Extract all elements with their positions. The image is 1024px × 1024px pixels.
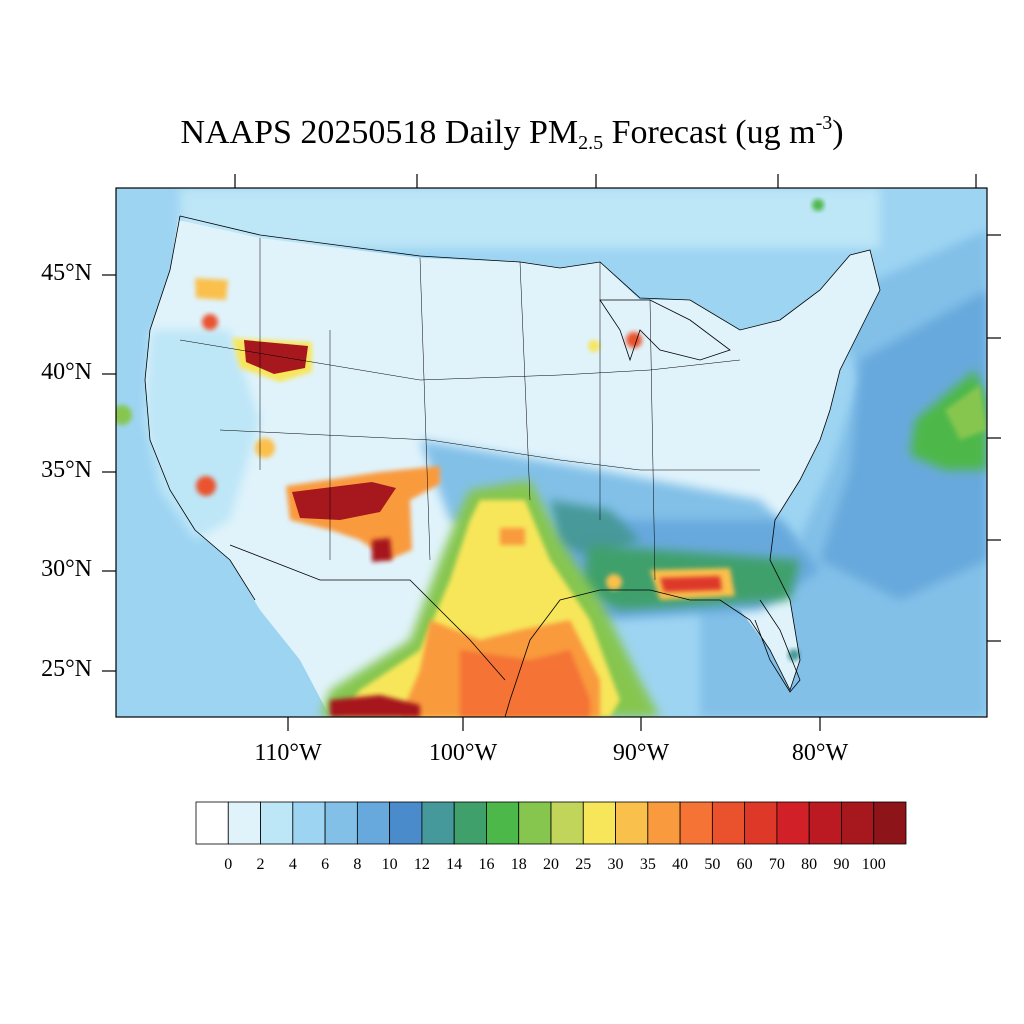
- ontario-spot: [812, 199, 824, 211]
- us-canada-border: [179, 215, 851, 331]
- colorbar-swatch: [711, 801, 746, 845]
- texas-plume-red: [460, 650, 590, 717]
- florida-peninsula: [754, 599, 801, 693]
- colorbar-swatch: [421, 801, 455, 845]
- colorbar-swatch: [453, 801, 487, 845]
- colorbar-swatch: [227, 801, 261, 845]
- utah-spot: [255, 438, 275, 458]
- lat-label-40: 40°N: [41, 359, 92, 385]
- state-lines-3: [259, 238, 656, 581]
- colorbar-label: 60: [736, 856, 753, 873]
- title-middle: Forecast (ug m: [603, 114, 816, 151]
- mexico-dust-core: [330, 695, 420, 717]
- oklahoma-spot: [500, 528, 525, 545]
- pacific-coast-spot: [116, 405, 132, 425]
- lon-label-90: 90°W: [612, 740, 670, 766]
- colorbar-swatch: [679, 801, 713, 845]
- michigan-smoke: [626, 332, 642, 348]
- colorbar-swatch: [615, 801, 649, 845]
- lat-label-25: 25°N: [41, 656, 92, 682]
- colorbar-label: 25: [575, 856, 592, 873]
- colorbar-label: 0: [224, 856, 233, 873]
- nevada-spot: [196, 476, 216, 496]
- colorbar-swatch: [841, 801, 875, 845]
- lon-label-100: 100°W: [428, 740, 498, 766]
- az-nm-smoke-core: [292, 482, 396, 520]
- atlantic-plume-core: [945, 385, 987, 440]
- colorbar-swatch: [195, 801, 229, 845]
- colorbar-label: 70: [768, 856, 785, 873]
- great-lakes: [599, 299, 731, 362]
- lat-label-30: 30°N: [41, 556, 92, 582]
- colorbar-label: 8: [353, 856, 362, 873]
- colorbar-swatch: [260, 801, 294, 845]
- title-superscript: -3: [815, 112, 833, 134]
- colorbar-swatch: [356, 801, 391, 845]
- colorbar-label: 100: [861, 856, 886, 873]
- colorbar-label: 16: [478, 856, 495, 873]
- lon-label-110: 110°W: [254, 740, 322, 766]
- oregon-spot-2: [202, 314, 218, 330]
- colorbar-swatch: [292, 801, 326, 845]
- canada-region: [180, 188, 880, 248]
- oregon-spots: [195, 278, 228, 300]
- title-prefix: NAAPS 20250518 Daily PM: [180, 114, 579, 151]
- colorbar-label: 6: [321, 856, 330, 873]
- west-haze: [145, 330, 260, 540]
- title-subscript: 2.5: [578, 132, 604, 154]
- colorbar-swatch: [324, 801, 358, 845]
- gulf-coast-smoke-core: [660, 576, 722, 592]
- colorbar-swatch: [647, 801, 681, 845]
- colorbar-label: 40: [672, 856, 689, 873]
- state-lines-2: [219, 429, 760, 471]
- colorbar-swatch: [744, 801, 778, 845]
- lat-label-35: 35°N: [41, 457, 92, 483]
- us-mexico-border: [229, 544, 506, 681]
- colorbar-label: 18: [510, 856, 527, 873]
- boundary-lines: [144, 215, 881, 717]
- map-frame: [115, 187, 988, 718]
- colorbar-swatch: [486, 801, 520, 845]
- lat-label-45: 45°N: [41, 260, 92, 286]
- colorbar-label: 14: [446, 856, 463, 873]
- colorbar-swatch: [518, 801, 552, 845]
- colorbar-label: 4: [288, 856, 297, 873]
- west-coastline: [144, 215, 256, 601]
- colorbar-swatch: [550, 801, 584, 845]
- colorbar-label: 2: [256, 856, 265, 873]
- colorbar-label: 20: [543, 856, 559, 873]
- state-lines-1: [179, 339, 741, 381]
- ticks: [102, 174, 1001, 731]
- atlantic-band: [820, 290, 987, 600]
- colorbar-swatch: [873, 801, 907, 845]
- colorbar-label: 35: [639, 856, 656, 873]
- colorbar-swatch: [389, 801, 423, 845]
- lon-label-80: 80°W: [791, 740, 849, 766]
- colorbar-label: 90: [833, 856, 850, 873]
- title-suffix: ): [832, 114, 844, 151]
- louisiana-spot: [606, 574, 622, 590]
- colorbar-label: 80: [801, 856, 818, 873]
- wisconsin-spot: [588, 340, 600, 352]
- nm-smoke-column: [372, 538, 392, 562]
- colorbar-swatch: [582, 801, 616, 845]
- gulf-green-band: [550, 500, 640, 560]
- colorbar-label: 10: [381, 856, 398, 873]
- map-title: NAAPS 20250518 Daily PM2.5 Forecast (ug …: [0, 112, 1024, 155]
- east-coastline: [504, 249, 881, 717]
- colorbar-swatch: [808, 801, 842, 845]
- colorbar: [195, 801, 907, 845]
- colorbar-label: 50: [704, 856, 721, 873]
- colorbar-label: 30: [607, 856, 624, 873]
- colorbar-label: 12: [413, 856, 430, 873]
- colorbar-swatch: [776, 801, 810, 845]
